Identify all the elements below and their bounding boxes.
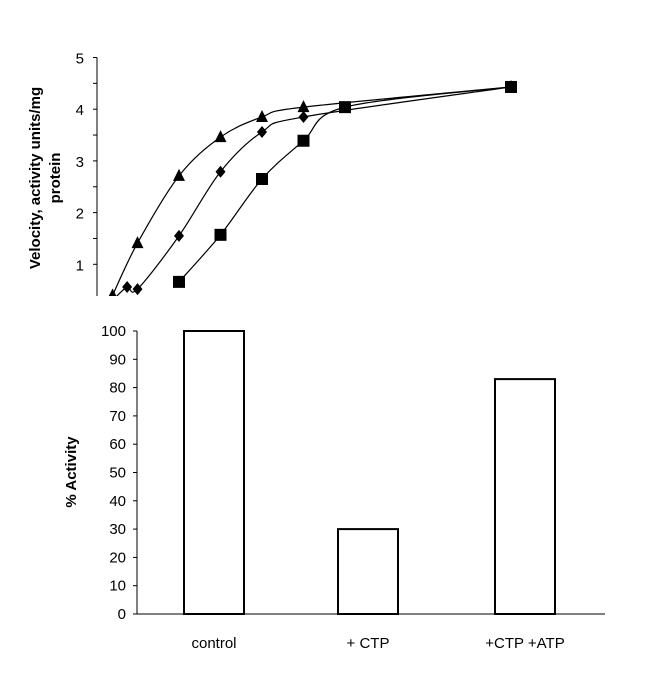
diamond-marker [122,281,133,294]
triangle-marker [108,288,117,296]
bar-ctp-atp [494,378,556,615]
y-axis-label-line1: Velocity, activity units/mg [27,87,44,269]
y-tick-label: 2 [76,206,84,223]
square-marker [339,101,351,114]
triangle-marker [173,168,185,181]
y-tick-label: 30 [109,521,126,538]
triangle-marker [131,236,144,249]
y-tick-label: 100 [101,323,126,340]
y-tick-label: 40 [109,493,126,510]
y-tick-label: 20 [109,549,126,566]
triangle-marker [297,100,310,113]
diamond-marker [132,283,143,296]
y-tick-label: 3 [76,154,84,171]
square-marker [173,275,185,288]
square-marker [214,228,227,241]
triangle-marker [214,130,227,143]
square-marker [256,172,268,185]
y-tick-label: 10 [109,578,126,595]
triangle-marker [256,109,268,122]
diamond-marker [111,294,114,296]
triangle-series-line [112,86,512,296]
diamond-marker [257,125,267,138]
y-tick-label: 0 [118,606,126,623]
square-series-line [178,86,512,283]
diamond-marker [174,229,184,242]
y-axis-label: % Activity [63,436,80,508]
diamond-marker [215,165,226,178]
y-tick-label: 4 [76,102,84,119]
bar-control [183,330,245,615]
diamond-series-line [116,86,512,296]
y-tick-label: 1 [76,257,84,274]
square-marker [505,80,517,93]
y-tick-label: 50 [109,465,126,482]
category-label-ctp-atp: +CTP +ATP [485,635,564,652]
y-axis-label-line2: protein [47,153,64,204]
category-label-ctp: + CTP [347,635,390,652]
y-tick-label: 60 [109,436,126,453]
y-tick-label: 80 [109,380,126,397]
bar-ctp [337,528,399,615]
y-tick-label: 90 [109,351,126,368]
category-label-control: control [191,635,236,652]
y-tick-label: 5 [76,51,84,68]
diamond-marker [298,110,309,123]
y-tick-label: 70 [109,408,126,425]
square-marker [297,134,310,147]
velocity-line-chart: Velocity, activity units/mg protein 1 2 3 4… [27,51,517,296]
activity-bar-chart: % Activity 0 10 20 30 40 50 60 70 80 90 100 contro… [63,323,605,652]
